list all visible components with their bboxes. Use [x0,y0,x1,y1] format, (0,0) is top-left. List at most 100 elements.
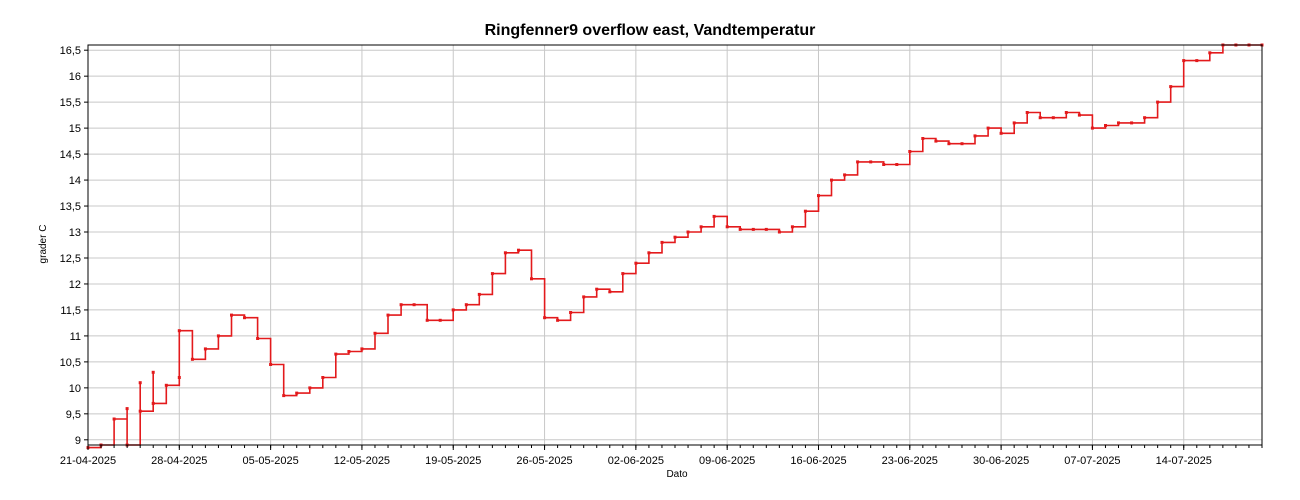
data-point [190,357,194,361]
data-point [999,131,1003,135]
x-tick-label: 14-07-2025 [1156,455,1212,467]
y-tick-label: 13,5 [60,201,81,213]
data-point [803,209,807,213]
data-point [112,417,116,421]
data-layer [86,43,1264,450]
data-point [856,160,860,164]
data-point [817,194,820,198]
x-tick-label: 28-04-2025 [151,455,207,467]
x-axis-tick-labels: 21-04-2025 28-04-2025 05-05-2025 12-05-2025… [60,455,1212,467]
x-axis-label: Dato [666,469,688,480]
data-point [1051,116,1055,120]
data-point [321,376,325,379]
data-point [138,409,142,413]
data-point [1208,51,1212,55]
data-point [986,126,990,130]
y-tick-label: 10 [69,383,81,395]
data-point [464,303,468,307]
data-point [1195,59,1199,63]
data-point [138,381,142,385]
data-point [282,394,286,398]
plot-frame [84,44,1263,450]
x-tick-label: 23-06-2025 [882,455,938,467]
data-point [543,316,547,320]
y-axis-label: grader C [38,225,49,264]
x-tick-label: 02-06-2025 [608,455,664,467]
data-point [647,251,651,255]
data-point [1182,59,1186,63]
data-point [660,240,664,244]
y-axis-tick-labels: 9 9,5 10 10,5 11 11,5 12 12,5 13 13,5 14 14,5 15 15,5… [60,45,81,447]
data-point [451,308,455,312]
y-tick-label: 11,5 [60,305,81,317]
data-point [1090,126,1094,130]
data-point [1064,111,1068,114]
y-tick-label: 11 [70,331,81,343]
data-point [882,163,886,166]
y-tick-label: 13 [69,227,81,239]
x-tick-label: 21-04-2025 [60,455,116,467]
data-point [764,227,768,231]
data-point [777,230,781,234]
data-point [751,227,755,231]
grid-layer [87,45,1262,445]
data-point [399,303,403,307]
data-point [908,150,912,153]
data-point [569,311,573,314]
plot-border [87,44,1263,446]
data-point [621,272,625,276]
data-point [477,292,481,296]
data-point [1025,111,1029,114]
y-tick-label: 12,5 [60,253,81,265]
data-point [386,313,390,317]
data-point [243,316,246,320]
data-point [347,350,351,353]
data-point [373,331,377,335]
y-tick-label: 16 [69,71,81,83]
y-tick-label: 10,5 [60,357,81,369]
data-point [686,230,690,234]
data-point [203,347,207,351]
data-point [295,391,299,395]
data-point [595,287,599,291]
data-point [438,318,442,322]
data-point [725,225,729,229]
data-point [921,137,925,140]
data-point [151,370,155,374]
data-point [177,376,181,379]
data-point [1038,116,1042,120]
data-point [1156,100,1160,104]
x-tick-label: 07-07-2025 [1064,455,1120,467]
data-point [503,251,507,255]
data-point [1169,85,1173,89]
y-tick-label: 15,5 [60,97,81,109]
series-line [88,44,1262,449]
data-point [843,173,847,177]
x-tick-label: 12-05-2025 [334,455,390,467]
data-point [334,352,338,356]
data-point [634,261,638,265]
data-point [256,337,260,340]
y-tick-label: 9,5 [66,409,81,421]
data-point [425,318,429,322]
data-point [582,295,586,299]
data-point [1012,121,1016,125]
data-point [1117,121,1120,125]
data-point [1130,121,1134,125]
data-point [869,160,873,164]
data-point [490,272,494,276]
data-point [1104,124,1107,127]
y-tick-label: 14 [69,175,81,187]
data-point [699,225,703,229]
data-point [790,225,794,229]
x-tick-label: 05-05-2025 [242,455,298,467]
data-point [1143,116,1147,120]
chart-title: Ringfenner9 overflow east, Vandtemperatu… [485,22,816,39]
x-tick-label: 09-06-2025 [699,455,755,467]
data-point [177,329,181,333]
data-point [517,248,520,252]
x-tick-label: 30-06-2025 [973,455,1029,467]
x-tick-label: 19-05-2025 [425,455,481,467]
